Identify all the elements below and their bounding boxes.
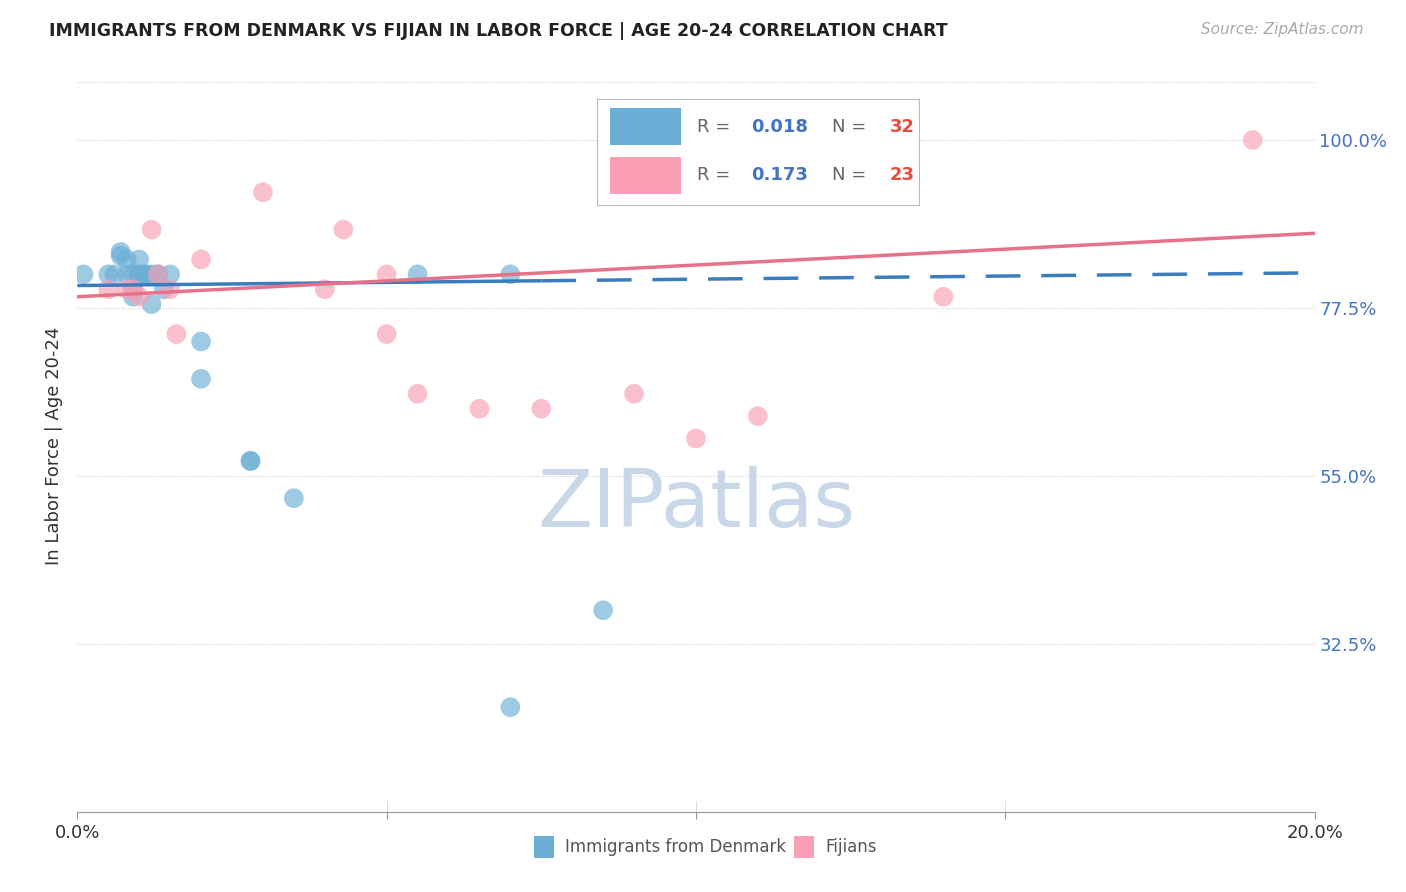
Point xyxy=(623,386,645,401)
Point xyxy=(283,491,305,506)
Point xyxy=(141,268,163,282)
Point xyxy=(128,268,150,282)
Point xyxy=(122,282,145,296)
Point xyxy=(190,334,212,349)
Point xyxy=(252,186,274,200)
Point xyxy=(122,282,145,296)
Point xyxy=(375,326,398,341)
Point xyxy=(375,268,398,282)
Point xyxy=(685,432,707,446)
Point xyxy=(134,268,156,282)
Point xyxy=(97,282,120,296)
Point xyxy=(134,268,156,282)
Point xyxy=(468,401,491,416)
Point xyxy=(239,454,262,468)
Point xyxy=(332,222,354,236)
Point xyxy=(110,249,132,263)
Point xyxy=(146,268,169,282)
Point xyxy=(159,268,181,282)
Point xyxy=(190,372,212,386)
Text: Source: ZipAtlas.com: Source: ZipAtlas.com xyxy=(1201,22,1364,37)
Point xyxy=(314,282,336,296)
Point xyxy=(190,252,212,267)
Point xyxy=(406,268,429,282)
Point xyxy=(159,282,181,296)
Point xyxy=(499,700,522,714)
Point xyxy=(146,268,169,282)
Y-axis label: In Labor Force | Age 20-24: In Labor Force | Age 20-24 xyxy=(45,326,63,566)
Point xyxy=(141,222,163,236)
Point xyxy=(115,268,138,282)
Point xyxy=(153,282,176,296)
Point xyxy=(406,386,429,401)
Point xyxy=(122,268,145,282)
Point xyxy=(122,290,145,304)
Point xyxy=(165,326,187,341)
Point xyxy=(97,268,120,282)
Point xyxy=(110,244,132,259)
Point xyxy=(103,268,125,282)
Text: Fijians: Fijians xyxy=(825,838,877,856)
Text: Immigrants from Denmark: Immigrants from Denmark xyxy=(565,838,786,856)
Point xyxy=(115,252,138,267)
Point xyxy=(530,401,553,416)
Text: IMMIGRANTS FROM DENMARK VS FIJIAN IN LABOR FORCE | AGE 20-24 CORRELATION CHART: IMMIGRANTS FROM DENMARK VS FIJIAN IN LAB… xyxy=(49,22,948,40)
Point xyxy=(499,268,522,282)
Point xyxy=(239,454,262,468)
Point xyxy=(128,290,150,304)
Point xyxy=(141,297,163,311)
Point xyxy=(72,268,94,282)
Point xyxy=(1241,133,1264,147)
Text: ZIPatlas: ZIPatlas xyxy=(537,466,855,543)
Point xyxy=(932,290,955,304)
Point xyxy=(747,409,769,424)
Point xyxy=(128,268,150,282)
Point xyxy=(115,282,138,296)
Point xyxy=(146,268,169,282)
Point xyxy=(128,252,150,267)
Point xyxy=(592,603,614,617)
